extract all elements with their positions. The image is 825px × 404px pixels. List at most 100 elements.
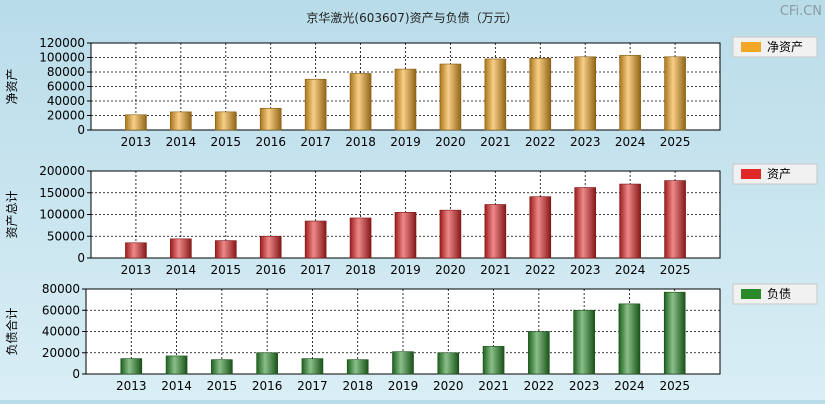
x-tick-label: 2021 <box>480 135 511 149</box>
x-tick-label: 2013 <box>116 379 147 393</box>
x-tick-label: 2021 <box>480 263 511 277</box>
bar-2020 <box>437 352 460 375</box>
legend: 净资产 <box>732 36 818 58</box>
y-tick-label: 120000 <box>39 36 85 50</box>
bar-2014 <box>165 355 188 375</box>
bar-2015 <box>214 111 237 131</box>
legend: 负债 <box>732 283 818 305</box>
y-tick-label: 20000 <box>42 346 80 360</box>
x-tick-label: 2017 <box>300 135 331 149</box>
x-tick-label: 2018 <box>345 263 376 277</box>
x-tick-label: 2016 <box>252 379 283 393</box>
chart-title: 京华激光(603607)资产与负债（万元） <box>306 11 517 25</box>
y-tick-label: 100000 <box>39 51 85 65</box>
watermark: CFi.CN <box>780 4 822 19</box>
x-tick-label: 2014 <box>166 135 197 149</box>
y-tick-label: 150000 <box>39 186 85 200</box>
bar-2016 <box>256 352 278 375</box>
x-tick-label: 2022 <box>524 379 555 393</box>
y-tick-label: 50000 <box>47 229 85 243</box>
x-tick-label: 2025 <box>660 135 691 149</box>
bar-2021 <box>482 346 505 375</box>
bar-2014 <box>170 111 192 131</box>
bar-2016 <box>259 107 282 131</box>
bar-2019 <box>394 68 417 131</box>
y-tick-label: 80000 <box>47 65 85 79</box>
bar-2013 <box>120 358 143 375</box>
x-tick-label: 2024 <box>615 135 646 149</box>
bar-2025 <box>664 180 686 259</box>
bar-2020 <box>439 209 462 259</box>
x-tick-label: 2017 <box>300 263 331 277</box>
bar-2018 <box>346 359 369 375</box>
legend-label: 净资产 <box>767 40 803 54</box>
bar-2013 <box>125 114 147 131</box>
bar-2015 <box>214 240 237 259</box>
x-tick-label: 2020 <box>433 379 464 393</box>
y-tick-label: 0 <box>77 251 85 265</box>
bar-2019 <box>392 351 414 375</box>
bar-2022 <box>529 57 552 131</box>
y-tick-label: 200000 <box>39 164 85 178</box>
x-tick-label: 2022 <box>525 263 556 277</box>
y-axis-title: 负债合计 <box>4 307 19 355</box>
legend-label: 负债 <box>767 287 791 301</box>
legend-swatch <box>741 42 761 52</box>
bar-2019 <box>394 212 417 259</box>
y-tick-label: 40000 <box>47 94 85 108</box>
x-tick-label: 2024 <box>614 379 645 393</box>
bar-2017 <box>304 220 327 259</box>
x-tick-label: 2018 <box>345 135 376 149</box>
bar-2023 <box>574 187 597 259</box>
x-tick-label: 2023 <box>570 263 601 277</box>
y-axis-title: 净资产 <box>5 68 19 104</box>
x-tick-label: 2016 <box>255 263 286 277</box>
y-tick-label: 80000 <box>42 282 80 296</box>
bar-2018 <box>349 73 372 131</box>
y-tick-label: 20000 <box>47 109 85 123</box>
x-tick-label: 2022 <box>525 135 556 149</box>
y-axis-title: 资产总计 <box>5 190 19 238</box>
bar-2015 <box>211 359 233 375</box>
y-tick-label: 100000 <box>39 208 85 222</box>
bar-2024 <box>618 303 641 375</box>
legend-swatch <box>741 169 761 179</box>
bar-2016 <box>259 235 282 259</box>
bar-2025 <box>664 56 686 131</box>
x-tick-label: 2014 <box>166 263 197 277</box>
y-tick-label: 60000 <box>47 80 85 94</box>
x-tick-label: 2019 <box>390 135 421 149</box>
y-tick-label: 60000 <box>42 303 80 317</box>
bar-2013 <box>125 242 147 259</box>
bar-2024 <box>619 183 641 259</box>
x-tick-label: 2025 <box>660 263 691 277</box>
x-tick-label: 2017 <box>297 379 328 393</box>
x-tick-label: 2023 <box>570 135 601 149</box>
x-tick-label: 2019 <box>390 263 421 277</box>
legend-label: 资产 <box>767 167 791 181</box>
x-tick-label: 2020 <box>435 135 466 149</box>
bar-2021 <box>484 58 507 131</box>
bar-2022 <box>529 196 552 259</box>
y-tick-label: 40000 <box>42 325 80 339</box>
x-tick-label: 2021 <box>478 379 509 393</box>
x-tick-label: 2016 <box>255 135 286 149</box>
x-tick-label: 2015 <box>211 263 242 277</box>
x-tick-label: 2013 <box>121 263 152 277</box>
chart-panel-2: 0 50000 100000 150000 200000 2013 2014 2015 2016… <box>5 163 818 277</box>
x-tick-label: 2015 <box>207 379 238 393</box>
bar-2025 <box>663 291 686 375</box>
x-tick-label: 2013 <box>121 135 152 149</box>
bar-2017 <box>304 78 327 131</box>
x-tick-label: 2025 <box>659 379 690 393</box>
bar-2021 <box>484 204 507 259</box>
legend-swatch <box>741 289 761 299</box>
x-tick-label: 2024 <box>615 263 646 277</box>
bar-2017 <box>301 358 324 375</box>
x-tick-label: 2015 <box>211 135 242 149</box>
y-tick-label: 0 <box>72 367 80 381</box>
y-tick-label: 0 <box>77 123 85 137</box>
